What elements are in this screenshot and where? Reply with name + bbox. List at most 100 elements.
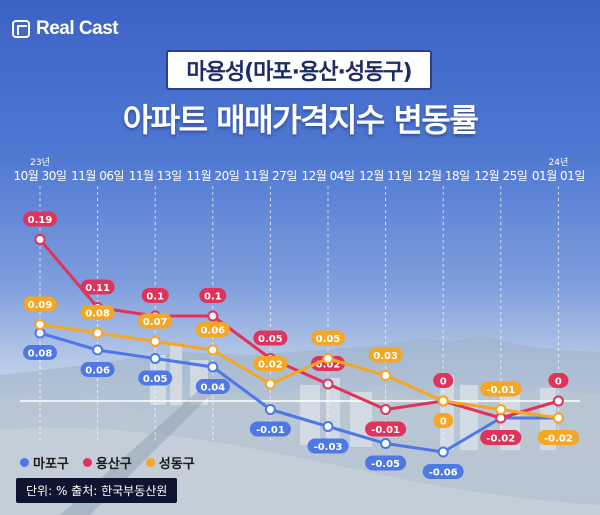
- data-point-mapo: [322, 421, 334, 432]
- legend-swatch-seongdong: [145, 458, 155, 467]
- legend-item-seongdong: 성동구: [145, 453, 195, 472]
- data-label-bg-yongsan: [433, 373, 454, 388]
- data-label-yongsan: 0: [440, 377, 447, 388]
- data-point-mapo: [149, 353, 161, 364]
- data-label-bg-mapo: [422, 464, 464, 479]
- data-label-mapo: 0.05: [143, 374, 168, 385]
- data-label-bg-seongdong: [195, 322, 230, 337]
- data-label-yongsan: 0.1: [204, 292, 222, 303]
- data-label-seongdong: 0.06: [200, 326, 225, 337]
- brand-logo-icon: [12, 20, 30, 38]
- data-label-bg-seongdong: [537, 430, 579, 445]
- data-label-mapo: -0.06: [429, 468, 458, 479]
- data-label-mapo: 0.08: [28, 349, 53, 360]
- data-label-yongsan: 0.11: [85, 283, 110, 294]
- chart-legend: 마포구 용산구 성동구: [20, 453, 195, 472]
- series-line-mapo: [39, 331, 559, 454]
- data-label-yongsan: -0.01: [371, 425, 400, 436]
- data-label-bg-mapo: [249, 421, 291, 437]
- data-label-bg-mapo: [307, 438, 349, 454]
- unit-source-note: 단위: % 출처: 한국부동산원: [16, 478, 178, 503]
- data-point-mapo: [380, 438, 392, 449]
- data-point-seongdong: [437, 395, 449, 407]
- data-label-yongsan: -0.02: [486, 434, 515, 445]
- data-label-bg-seongdong: [23, 296, 57, 312]
- data-label-mapo: -0.03: [314, 442, 343, 453]
- data-point-yongsan: [322, 378, 334, 390]
- data-point-seongdong: [552, 412, 564, 424]
- series-line-seongdong: [39, 323, 559, 420]
- data-label-bg-seongdong: [433, 413, 454, 428]
- data-label-seongdong: 0: [440, 417, 447, 428]
- chart-title-main: 아파트 매매가격지수 변동률: [122, 101, 479, 139]
- data-label-seongdong: 0.03: [373, 351, 398, 362]
- legend-swatch-mapo: [20, 458, 29, 467]
- data-label-seongdong: 0.09: [28, 300, 53, 311]
- data-label-bg-mapo: [80, 362, 115, 377]
- data-point-seongdong: [264, 378, 276, 390]
- data-label-bg-yongsan: [480, 430, 522, 445]
- data-label-seongdong: 0.05: [316, 334, 341, 345]
- x-tick-label: 11월 27일: [244, 169, 297, 183]
- data-label-bg-yongsan: [253, 330, 288, 346]
- x-tick-label: 12월 11일: [359, 169, 412, 183]
- data-label-yongsan: 0.02: [316, 360, 341, 371]
- data-label-bg-seongdong: [368, 347, 403, 363]
- data-label-bg-yongsan: [199, 288, 227, 303]
- x-tick-label: 01월 01일: [532, 169, 585, 183]
- legend-label-mapo: 마포구: [33, 457, 69, 472]
- legend-item-mapo: 마포구: [20, 453, 69, 472]
- data-point-mapo: [92, 344, 104, 356]
- data-label-bg-yongsan: [141, 288, 169, 303]
- data-point-seongdong: [149, 336, 161, 347]
- data-label-bg-yongsan: [23, 211, 57, 227]
- legend-label-seongdong: 성동구: [158, 457, 195, 472]
- data-point-mapo: [264, 404, 276, 415]
- x-tick-label: 12월 04일: [302, 169, 355, 183]
- data-label-yongsan: 0: [555, 377, 562, 388]
- data-label-bg-seongdong: [253, 356, 288, 371]
- data-point-yongsan: [380, 404, 392, 415]
- data-label-bg-seongdong: [311, 330, 345, 346]
- data-label-bg-mapo: [365, 455, 407, 471]
- data-label-yongsan: 0.19: [28, 215, 53, 226]
- title-box: 마용성(마포·용산·성동구): [166, 50, 432, 90]
- data-label-bg-mapo: [138, 370, 173, 386]
- data-label-bg-mapo: [23, 345, 57, 360]
- data-label-bg-yongsan: [80, 279, 115, 295]
- data-label-seongdong: -0.01: [486, 385, 515, 396]
- data-label-seongdong: 0.02: [258, 360, 283, 371]
- x-tick-label: 11월 20일: [186, 169, 239, 183]
- data-point-yongsan: [207, 310, 219, 322]
- data-label-mapo: -0.05: [371, 459, 400, 470]
- data-label-yongsan: 0.1: [146, 292, 164, 303]
- data-point-yongsan: [34, 234, 46, 245]
- x-tick-year: 23년: [30, 157, 50, 168]
- x-tick-label: 11월 13일: [129, 169, 182, 183]
- data-point-yongsan: [552, 395, 564, 407]
- legend-swatch-yongsan: [82, 458, 92, 467]
- data-label-bg-mapo: [195, 379, 230, 394]
- data-label-seongdong: -0.02: [544, 434, 573, 445]
- data-point-seongdong: [34, 319, 46, 330]
- chart-title-top: 마용성(마포·용산·성동구): [186, 60, 412, 85]
- data-label-bg-seongdong: [80, 305, 115, 320]
- legend-item-yongsan: 용산구: [82, 453, 132, 472]
- data-point-mapo: [207, 361, 219, 373]
- data-label-seongdong: 0.08: [85, 309, 110, 320]
- x-tick-year: 24년: [549, 157, 569, 168]
- brand-name: Real Cast: [36, 18, 119, 39]
- data-point-seongdong: [322, 353, 334, 364]
- data-label-mapo: -0.01: [256, 425, 285, 436]
- data-point-mapo: [437, 446, 449, 458]
- data-label-yongsan: 0.05: [258, 334, 283, 345]
- brand-logo: Real Cast: [12, 18, 119, 40]
- x-tick-label: 12월 18일: [417, 169, 470, 183]
- data-point-seongdong: [207, 344, 219, 356]
- data-point-seongdong: [495, 404, 507, 415]
- data-label-mapo: 0.06: [85, 366, 110, 377]
- data-point-seongdong: [92, 327, 104, 339]
- x-tick-label: 10월 30일: [14, 169, 67, 183]
